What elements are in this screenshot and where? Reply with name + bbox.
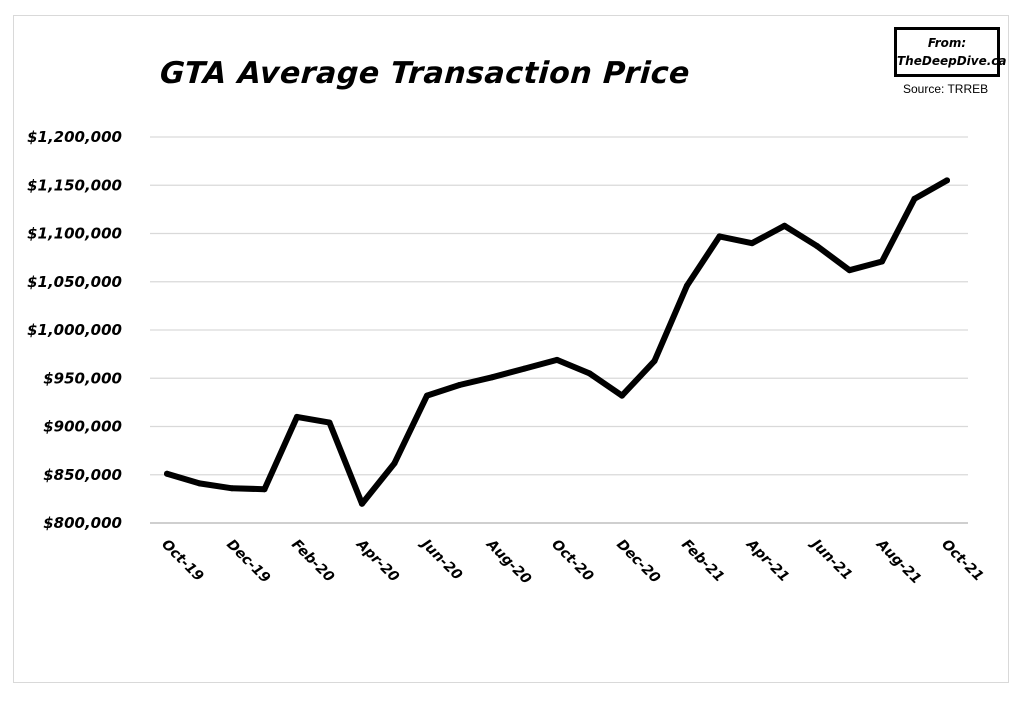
y-tick-label: $900,000 [43,418,122,436]
data-point [749,240,755,247]
x-tick-label: Feb-21 [678,537,727,586]
x-tick-label: Dec-19 [223,537,273,587]
y-tick-label: $1,050,000 [27,273,122,291]
badge-from-label: From: [927,36,967,50]
data-point [619,392,625,399]
x-tick-label: Aug-21 [872,536,924,588]
data-point [944,177,950,184]
chart-frame [13,15,1009,683]
data-point [554,356,560,363]
data-point [586,370,593,377]
data-point [846,267,853,274]
y-tick-label: $1,100,000 [27,225,122,243]
data-point [424,392,430,399]
data-point [814,243,820,250]
x-tick-label: Apr-21 [742,536,792,586]
source-badge: From: TheDeepDive.ca [894,27,1007,77]
data-point [489,374,495,381]
badge-site-label: TheDeepDive.ca [897,54,1007,68]
y-tick-label: $1,150,000 [27,176,122,194]
data-point [651,357,658,364]
data-point [261,486,268,493]
x-tick-label: Jun-21 [806,534,855,583]
x-tick-label: Aug-20 [482,536,534,588]
source-note: Source: TRREB [903,82,989,96]
data-point [359,500,365,507]
x-tick-label: Dec-20 [613,537,663,587]
y-tick-label: $850,000 [43,466,122,484]
data-point [879,258,885,265]
x-tick-label: Oct-20 [548,537,596,585]
data-point [229,485,235,492]
data-point [326,419,333,426]
y-tick-label: $1,000,000 [27,321,122,339]
data-point [911,195,918,202]
series-line [164,177,950,507]
data-point [196,480,203,487]
data-point [781,222,788,229]
data-point [716,233,723,240]
data-point [456,382,463,389]
data-point [684,282,690,289]
data-point [164,470,170,477]
data-point [391,460,398,467]
x-tick-label: Jun-20 [416,534,465,583]
y-tick-label: $800,000 [43,514,122,532]
x-tick-label: Feb-20 [288,537,337,586]
x-tick-label: Oct-19 [158,537,206,585]
data-point [294,413,300,420]
y-tick-label: $1,200,000 [27,128,122,146]
x-tick-label: Apr-20 [352,536,402,586]
x-tick-label: Oct-21 [938,537,986,585]
data-point [521,365,528,372]
y-tick-label: $950,000 [43,369,122,387]
